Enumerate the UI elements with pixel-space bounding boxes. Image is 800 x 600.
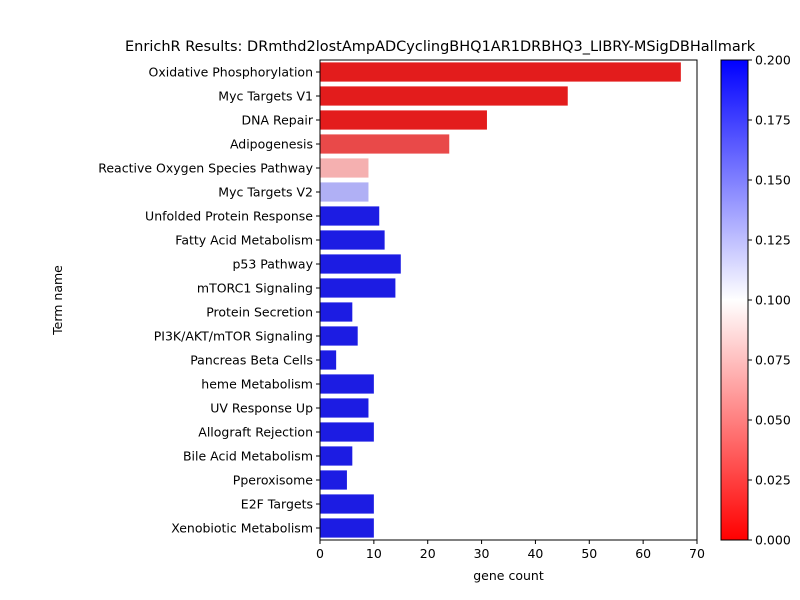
y-tick-labels: Oxidative Phosphorylation Myc Targets V1 D… [98,65,320,536]
colorbar-tick-label: 0.150 [755,173,791,188]
y-tick-label: Bile Acid Metabolism [183,449,313,464]
y-tick-label: Myc Targets V2 [218,185,313,200]
bar [320,350,337,370]
y-tick-label: p53 Pathway [232,257,313,272]
bar [320,398,369,418]
bars-layer [320,62,681,538]
y-tick-label: Adipogenesis [230,137,313,152]
colorbar-tick-label: 0.175 [755,113,791,128]
x-tick-label: 40 [527,546,543,561]
bar [320,278,396,298]
colorbar-tick-label: 0.075 [755,353,791,368]
bar [320,422,374,442]
x-tick-label: 60 [635,546,651,561]
bar [320,254,401,274]
bar [320,374,374,394]
y-tick-label: mTORC1 Signaling [197,281,313,296]
x-tick-label: 10 [366,546,382,561]
x-tick-label: 70 [689,546,705,561]
y-tick-label: Myc Targets V1 [218,89,313,104]
bar [320,518,374,538]
y-tick-label: Allograft Rejection [198,425,313,440]
y-tick-label: heme Metabolism [201,377,313,392]
colorbar-tick-label: 0.050 [755,413,791,428]
plot-frame [319,59,698,541]
y-tick-label: UV Response Up [210,401,313,416]
y-tick-label: Reactive Oxygen Species Pathway [98,161,313,176]
y-tick-label: Unfolded Protein Response [145,209,313,224]
bar [320,470,347,490]
x-axis-label: gene count [473,568,544,583]
bar [320,206,380,226]
colorbar-tick-label: 0.200 [755,53,791,68]
x-tick-label: 20 [420,546,436,561]
colorbar-tick-label: 0.100 [755,293,791,308]
colorbar-tick-label: 0.025 [755,473,791,488]
colorbar-tick-label: 0.125 [755,233,791,248]
colorbar-tick-labels: 0.000 0.025 0.050 0.075 0.100 0.125 0.150 0.175… [748,53,791,548]
y-tick-label: Pperoxisome [233,473,313,488]
bar [320,62,681,82]
colorbar [720,59,749,541]
y-tick-label: E2F Targets [241,497,313,512]
colorbar-tick-label: 0.000 [755,533,791,548]
bar [320,494,374,514]
bar [320,446,353,466]
x-tick-label: 30 [474,546,490,561]
bar [320,182,369,202]
y-tick-label: Xenobiotic Metabolism [171,521,313,536]
x-tick-labels: 0 10 20 30 40 50 60 70 [316,540,705,561]
y-tick-label: PI3K/AKT/mTOR Signaling [154,329,313,344]
y-tick-label: Protein Secretion [206,305,313,320]
y-tick-label: DNA Repair [241,113,313,128]
x-tick-label: 50 [581,546,597,561]
bar [320,86,568,106]
y-axis-label: Term name [50,265,65,336]
chart-title: EnrichR Results: DRmthd2lostAmpADCycling… [125,39,756,55]
bar [320,230,385,250]
bar [320,158,369,178]
y-tick-label: Pancreas Beta Cells [190,353,313,368]
bar [320,110,487,130]
y-tick-label: Oxidative Phosphorylation [149,65,313,80]
bar [320,134,450,154]
bar [320,302,353,322]
bar [320,326,358,346]
x-tick-label: 0 [316,546,324,561]
y-tick-label: Fatty Acid Metabolism [175,233,313,248]
